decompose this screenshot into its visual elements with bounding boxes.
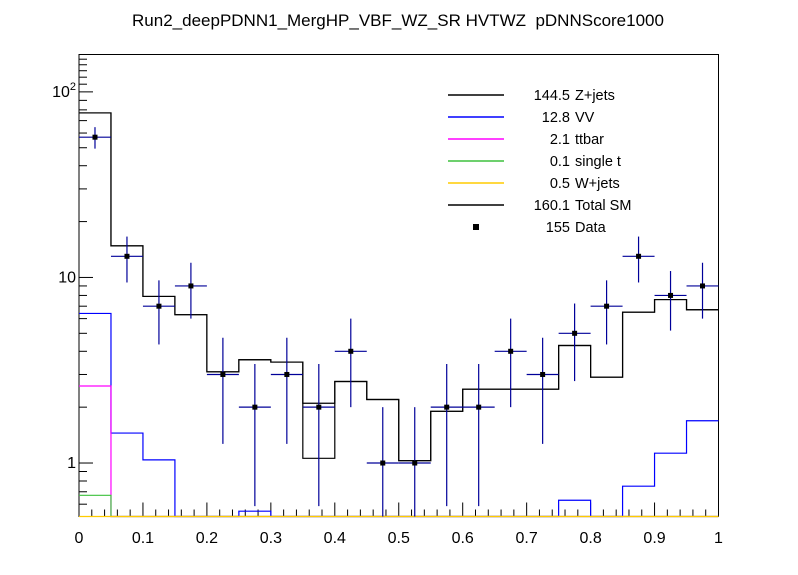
x-tick-label: 0.7 (516, 530, 538, 547)
legend-row: 12.8 VV (448, 110, 595, 126)
x-tick-label: 0.1 (132, 530, 154, 547)
x-tick-label: 0.8 (579, 530, 601, 547)
legend-label: VV (575, 110, 595, 126)
data-marker (412, 460, 418, 466)
y-tick-label: 10 (58, 269, 76, 286)
legend-value: 160.1 (534, 198, 570, 214)
data-marker (156, 303, 162, 309)
legend-row: 0.1 single t (448, 154, 621, 170)
data-marker (700, 283, 706, 289)
data-points (79, 127, 719, 517)
y-tick-label: 102 (52, 81, 76, 101)
x-tick-label: 0 (75, 530, 84, 547)
y-axis-labels: 1 10 102 (52, 81, 76, 472)
series-total-sm-line (79, 112, 719, 462)
plot-title: Run2_deepPDNN1_MergHP_VBF_WZ_SR HVTWZ pD… (132, 11, 664, 30)
data-marker (188, 283, 194, 289)
series-lines (79, 112, 719, 518)
legend-label: ttbar (575, 132, 604, 148)
data-marker (476, 404, 482, 410)
legend-row: 2.1 ttbar (448, 132, 604, 148)
legend-label: single t (575, 154, 621, 170)
x-tick-label: 0.3 (260, 530, 282, 547)
legend: 144.5 Z+jets 12.8 VV 2.1 ttbar 0.1 single t 0.5 W… (448, 88, 631, 236)
legend-row: 160.1 Total SM (448, 198, 631, 214)
data-marker (636, 253, 642, 259)
legend-row: 155 Data (473, 220, 607, 236)
legend-value: 12.8 (542, 110, 570, 126)
data-marker (284, 371, 290, 377)
legend-label: Total SM (575, 198, 631, 214)
data-marker (124, 253, 130, 259)
legend-label: Data (575, 220, 607, 236)
legend-row: 144.5 Z+jets (448, 88, 615, 104)
data-marker (540, 371, 546, 377)
x-tick-label: 0.4 (324, 530, 346, 547)
legend-swatch-marker (473, 224, 479, 230)
y-axis-ticks (79, 58, 93, 505)
x-tick-label: 0.5 (388, 530, 410, 547)
legend-label: Z+jets (575, 88, 615, 104)
data-marker (444, 404, 450, 410)
legend-value: 0.5 (550, 176, 570, 192)
x-tick-label: 0.2 (196, 530, 218, 547)
data-marker (668, 292, 674, 298)
y-tick-label: 1 (67, 455, 76, 472)
legend-value: 0.1 (550, 154, 570, 170)
data-marker (348, 348, 354, 354)
data-marker (604, 303, 610, 309)
data-marker (508, 348, 514, 354)
data-marker (380, 460, 386, 466)
data-marker (252, 404, 258, 410)
x-tick-label: 0.6 (452, 530, 474, 547)
data-marker (92, 134, 98, 140)
legend-label: W+jets (575, 176, 620, 192)
x-axis-ticks (78, 502, 719, 517)
data-marker (572, 330, 578, 336)
legend-value: 144.5 (534, 88, 570, 104)
data-marker (316, 404, 322, 410)
x-tick-label: 1 (714, 530, 723, 547)
x-tick-label: 0.9 (643, 530, 665, 547)
legend-value: 155 (546, 220, 570, 236)
legend-row: 0.5 W+jets (448, 176, 620, 192)
data-marker (220, 371, 226, 377)
x-axis-labels: 0 0.1 0.2 0.3 0.4 0.5 0.6 0.7 0.8 0.9 1 (75, 530, 724, 547)
legend-value: 2.1 (550, 132, 570, 148)
